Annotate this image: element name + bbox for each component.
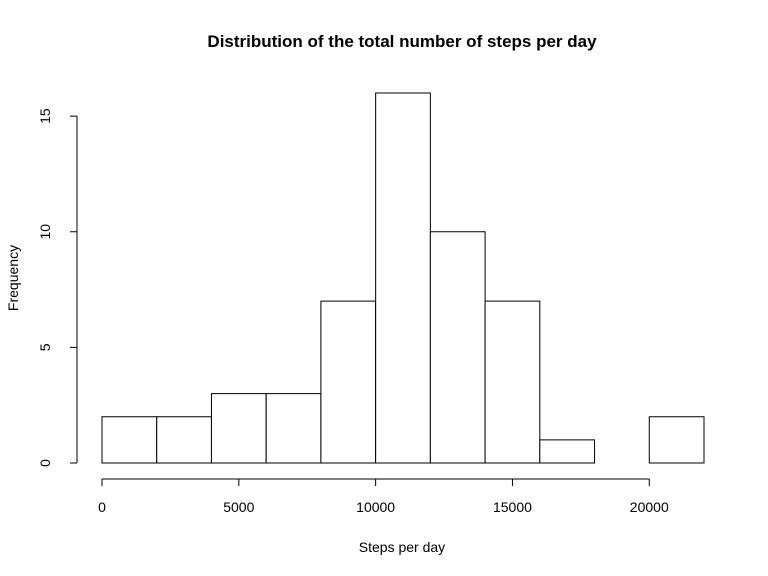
x-axis: 0 5000 10000 15000 20000 [98,478,669,515]
y-tick-label: 15 [37,108,53,124]
x-tick-label: 15000 [493,499,532,515]
histogram-bar [539,439,596,464]
y-axis: 0 5 10 15 [37,108,78,467]
histogram-bar [265,393,322,464]
y-axis-label: Frequency [5,245,21,311]
x-axis-label: Steps per day [359,539,445,555]
histogram-bar [101,416,158,464]
y-tick-label: 0 [37,459,53,467]
histogram-bar [648,416,705,464]
x-tick-label: 0 [98,499,106,515]
histogram-bar [429,231,486,464]
chart-title: Distribution of the total number of step… [207,32,597,51]
bars-group [101,92,705,464]
histogram-bar [375,92,431,464]
y-tick-label: 5 [37,343,53,351]
histogram-bar [320,300,377,464]
histogram-bar [210,393,267,464]
y-tick-label: 10 [37,224,53,240]
x-tick-label: 10000 [356,499,395,515]
x-tick-label: 20000 [630,499,669,515]
histogram-bar [484,300,541,464]
histogram-bar [156,416,212,464]
x-tick-label: 5000 [223,499,254,515]
